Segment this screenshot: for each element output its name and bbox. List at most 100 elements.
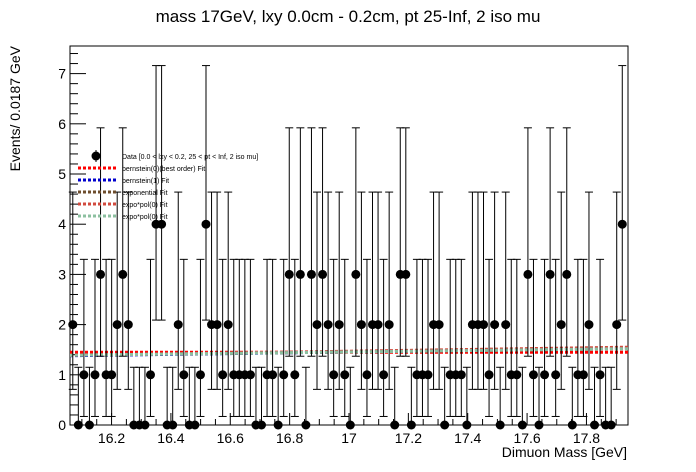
- data-point: [523, 269, 533, 279]
- data-point: [406, 420, 416, 430]
- data-point: [356, 320, 366, 330]
- data-point: [301, 420, 311, 430]
- y-tick-label: 6: [58, 116, 66, 132]
- y-tick-label: 4: [58, 216, 66, 232]
- data-point: [379, 370, 389, 380]
- data-point: [562, 269, 572, 279]
- data-point: [456, 370, 466, 380]
- data-point: [295, 269, 305, 279]
- data-point: [390, 420, 400, 430]
- legend-entry: exponential Fit: [122, 190, 168, 197]
- data-point: [168, 420, 178, 430]
- data-point: [123, 320, 133, 330]
- data-point: [578, 370, 588, 380]
- data-point: [145, 370, 155, 380]
- chart-title: mass 17GeV, lxy 0.0cm - 0.2cm, pt 25-Inf…: [156, 7, 541, 26]
- data-point: [373, 320, 383, 330]
- y-tick-label: 7: [58, 66, 66, 82]
- data-point: [90, 370, 100, 380]
- x-tick-label: 16.6: [217, 430, 244, 446]
- data-point: [545, 269, 555, 279]
- fit-line-5: [69, 347, 629, 357]
- data-point: [362, 370, 372, 380]
- legend-entry: bernstein(1) Fit: [122, 178, 169, 185]
- legend-entry: expo*pol(0) Fit: [122, 202, 168, 209]
- data-point: [284, 269, 294, 279]
- data-point: [612, 320, 622, 330]
- data-point: [323, 320, 333, 330]
- data-point: [279, 370, 289, 380]
- data-point: [334, 320, 344, 330]
- data-point: [212, 320, 222, 330]
- data-point: [223, 320, 233, 330]
- data-point: [517, 420, 527, 430]
- data-point: [107, 370, 117, 380]
- data-point: [245, 370, 255, 380]
- data-point: [617, 219, 627, 229]
- data-point: [195, 370, 205, 380]
- data-point: [96, 269, 106, 279]
- y-tick-label: 5: [58, 166, 66, 182]
- data-point: [329, 370, 339, 380]
- data-point: [584, 320, 594, 330]
- data-point: [384, 320, 394, 330]
- data-point: [595, 370, 605, 380]
- data-point: [401, 269, 411, 279]
- data-point: [268, 370, 278, 380]
- data-point: [257, 420, 267, 430]
- x-tick-label: 17.2: [395, 430, 422, 446]
- data-point: [462, 420, 472, 430]
- x-tick-label: 17.8: [573, 430, 600, 446]
- data-point: [490, 320, 500, 330]
- legend: Data [0.0 < lxy < 0.2, 25 < pt < Inf, 2 …: [78, 150, 258, 221]
- data-point: [318, 269, 328, 279]
- data-point: [484, 370, 494, 380]
- data-point: [218, 370, 228, 380]
- x-tick-label: 16.4: [157, 430, 184, 446]
- data-point: [201, 219, 211, 229]
- data-point: [501, 320, 511, 330]
- data-point: [84, 420, 94, 430]
- x-tick-label: 17: [341, 430, 357, 446]
- legend-entry: Data [0.0 < lxy < 0.2, 25 < pt < Inf, 2 …: [122, 154, 258, 161]
- data-point: [173, 320, 183, 330]
- data-point: [112, 320, 122, 330]
- x-tick-label: 17.6: [513, 430, 540, 446]
- data-point: [345, 420, 355, 430]
- data-point: [73, 420, 83, 430]
- data-point: [340, 370, 350, 380]
- y-tick-label: 0: [58, 417, 66, 433]
- x-axis-title: Dimuon Mass [GeV]: [502, 444, 627, 460]
- data-point: [567, 420, 577, 430]
- data-point: [306, 269, 316, 279]
- y-tick-label: 1: [58, 367, 66, 383]
- data-point: [551, 370, 561, 380]
- data-point: [68, 320, 78, 330]
- x-tick-label: 16.8: [276, 430, 303, 446]
- y-axis-title: Events/ 0.0187 GeV: [7, 45, 23, 171]
- data-point: [495, 420, 505, 430]
- x-tick-label: 16.2: [98, 430, 125, 446]
- data-point: [512, 370, 522, 380]
- data-point: [556, 320, 566, 330]
- data-point: [290, 370, 300, 380]
- data-point: [590, 420, 600, 430]
- data-point: [423, 370, 433, 380]
- data-point: [179, 370, 189, 380]
- legend-entry: bernstein(0)(best order) Fit: [122, 166, 205, 173]
- data-point: [190, 420, 200, 430]
- data-point: [479, 320, 489, 330]
- legend-entry: expo*pol(0) Fit: [122, 214, 168, 221]
- plot-area: 16.2 16.4 16.6 16.8 17 17.2 17.4 17.6 17.8 0 1 2 3 4 5…: [58, 45, 629, 446]
- y-tick-label: 2: [58, 317, 66, 333]
- data-point: [440, 420, 450, 430]
- data-point: [118, 269, 128, 279]
- data-point: [157, 219, 167, 229]
- data-point: [540, 370, 550, 380]
- x-tick-label: 17.4: [454, 430, 481, 446]
- data-point: [79, 370, 89, 380]
- data-point: [273, 420, 283, 430]
- data-point: [140, 420, 150, 430]
- data-point: [312, 320, 322, 330]
